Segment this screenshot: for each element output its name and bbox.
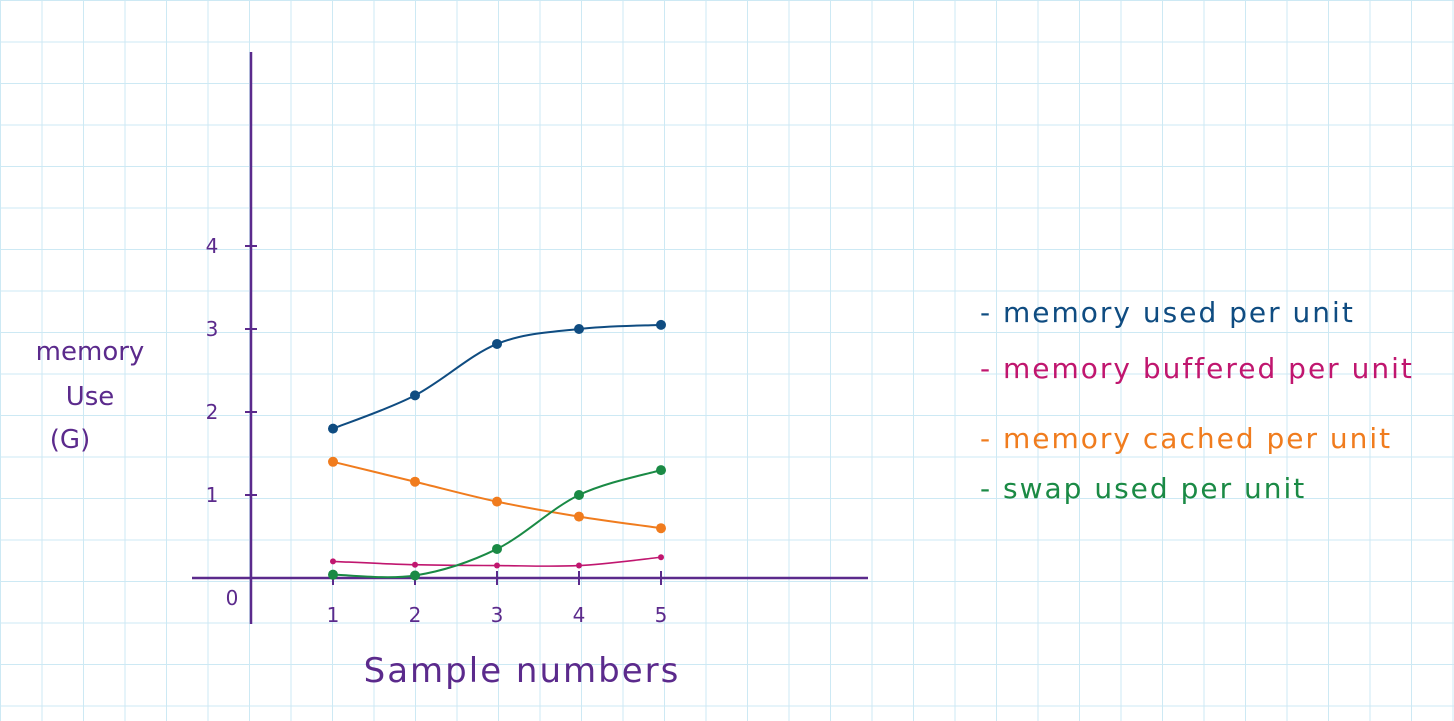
x-axis-label: Sample numbers [364, 651, 681, 691]
legend-dash: - [980, 352, 1004, 385]
legend-label-memory-cached: memory cached per unit [1003, 422, 1393, 455]
series-lines [328, 319, 666, 581]
legend-label-swap-used: swap used per unit [1003, 472, 1307, 505]
data-point-swap-used-1 [328, 569, 338, 580]
data-point-memory-buffered-5 [658, 554, 664, 561]
data-point-memory-buffered-1 [330, 558, 336, 565]
data-point-memory-used-1 [328, 423, 338, 434]
data-point-memory-cached-4 [574, 511, 584, 522]
data-point-memory-used-5 [656, 319, 666, 330]
data-point-memory-used-3 [492, 338, 502, 349]
x-tick-label-5: 5 [655, 603, 668, 627]
legend-label-memory-used: memory used per unit [1003, 296, 1355, 329]
data-point-memory-buffered-2 [412, 561, 418, 568]
legend-dash: - [980, 472, 1004, 505]
data-point-swap-used-2 [410, 570, 420, 581]
data-point-memory-used-2 [410, 390, 420, 401]
legend-dash: - [980, 296, 1004, 329]
legend-label-memory-buffered: memory buffered per unit [1003, 352, 1414, 385]
data-point-swap-used-3 [492, 543, 502, 554]
data-point-memory-cached-5 [656, 523, 666, 534]
data-point-swap-used-5 [656, 465, 666, 476]
data-point-memory-cached-2 [410, 476, 420, 487]
y-axis-label-line-1: memory [36, 337, 145, 367]
data-point-memory-buffered-4 [576, 562, 582, 569]
data-point-swap-used-4 [574, 490, 584, 500]
data-point-memory-buffered-3 [494, 562, 500, 569]
data-point-memory-cached-1 [328, 456, 338, 467]
y-tick-label-1: 1 [206, 483, 219, 507]
y-axis-label-line-2: Use [66, 382, 115, 412]
series-line-memory-cached [332, 460, 662, 530]
data-point-memory-used-4 [574, 324, 584, 334]
x-tick-label-4: 4 [573, 603, 586, 627]
y-axis-label-line-3: (G) [50, 425, 90, 455]
legend-dash: - [980, 422, 1004, 455]
legend-item-memory-cached: - memory cached per unit [980, 422, 1392, 455]
y-tick-label-0: 0 [226, 586, 239, 610]
y-tick-label-2: 2 [206, 400, 219, 424]
y-tick-label-3: 3 [206, 317, 219, 341]
x-tick-label-3: 3 [491, 603, 504, 627]
series-line-swap-used [332, 469, 662, 579]
tick-marks: 0 1 2 3 4 1 2 3 4 5 [206, 234, 668, 627]
data-point-memory-cached-3 [492, 496, 502, 507]
axes [192, 52, 868, 624]
legend-item-swap-used: - swap used per unit [980, 472, 1306, 505]
y-tick-label-4: 4 [206, 234, 219, 258]
legend-item-memory-buffered: - memory buffered per unit [980, 352, 1414, 385]
x-tick-label-1: 1 [327, 603, 340, 627]
legend-item-memory-used: - memory used per unit [980, 296, 1355, 329]
x-tick-label-2: 2 [409, 603, 422, 627]
